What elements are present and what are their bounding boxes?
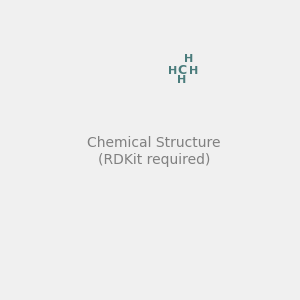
Text: H: H: [184, 54, 193, 64]
Text: Chemical Structure
(RDKit required): Chemical Structure (RDKit required): [87, 136, 220, 166]
Text: H: H: [189, 66, 198, 76]
Text: H: H: [168, 66, 177, 76]
Text: C: C: [177, 64, 186, 77]
Text: H: H: [177, 75, 186, 85]
